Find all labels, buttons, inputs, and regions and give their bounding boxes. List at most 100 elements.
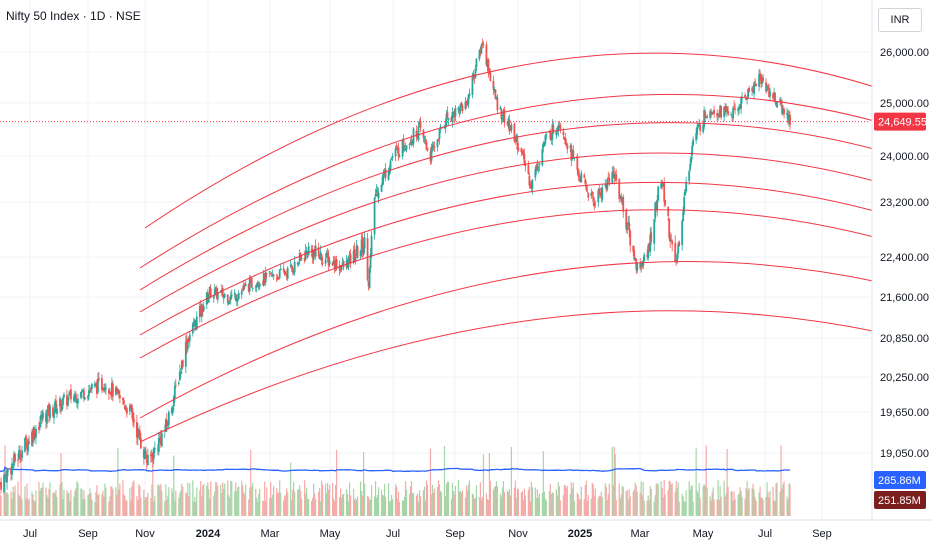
candle-body — [108, 391, 111, 394]
volume-bar — [496, 486, 499, 516]
volume-bar — [290, 462, 292, 516]
arc-line — [144, 52, 879, 229]
volume-bar — [304, 480, 306, 516]
volume-bar — [258, 493, 260, 516]
volume-bar — [299, 485, 301, 516]
candle-body — [242, 285, 245, 290]
volume-bar — [451, 482, 454, 516]
volume-bar — [754, 497, 756, 516]
volume-bar — [109, 496, 111, 516]
volume-bar — [335, 484, 337, 516]
candle-body — [276, 276, 279, 278]
volume-bar — [783, 481, 785, 516]
candle-body — [647, 245, 650, 258]
volume-bar — [538, 493, 540, 516]
volume-bar — [530, 482, 532, 516]
volume-bar — [59, 484, 61, 516]
candle-body — [620, 196, 623, 202]
volume-bar — [333, 497, 335, 516]
candle-body — [263, 274, 266, 284]
candle-body — [500, 108, 503, 119]
volume-bar — [628, 489, 630, 516]
volume-bar — [12, 487, 14, 516]
volume-bar — [182, 486, 184, 516]
candle-body — [466, 101, 469, 106]
volume-bar — [648, 500, 650, 516]
volume-bar — [224, 483, 226, 516]
candle-body — [516, 136, 519, 150]
volume-bar — [734, 499, 736, 516]
volume-bar — [424, 500, 427, 516]
candle-body — [153, 447, 156, 450]
volume-bar — [639, 492, 641, 516]
volume-bar — [552, 493, 554, 516]
candle-body — [198, 306, 201, 318]
candle-body — [695, 133, 698, 141]
volume-bar — [265, 501, 267, 516]
volume-bar — [34, 501, 36, 516]
candle-body — [648, 243, 651, 252]
volume-bar — [243, 491, 245, 516]
volume-bar — [688, 481, 690, 516]
candle-body — [430, 148, 433, 161]
candle-body — [458, 109, 461, 113]
candle-body — [634, 257, 637, 260]
price-tick-label: 22,400.00 — [880, 252, 929, 264]
candle-body — [233, 292, 236, 295]
currency-button[interactable]: INR — [878, 8, 922, 32]
candle-body — [633, 250, 636, 260]
volume-bar — [655, 484, 657, 516]
candle-body — [401, 140, 404, 157]
volume-bar — [443, 445, 446, 516]
volume-bar — [556, 495, 558, 516]
candle-body — [710, 111, 713, 113]
candle-body — [459, 104, 462, 112]
volume-bar — [301, 498, 303, 516]
volume-bar — [773, 500, 775, 516]
candle-body — [586, 190, 589, 192]
candle-body — [543, 142, 546, 147]
candle-body — [669, 236, 672, 242]
volume-bar — [618, 483, 620, 516]
candle-body — [194, 320, 197, 328]
candle-body — [759, 73, 761, 77]
volume-bar — [185, 492, 187, 516]
candle-body — [579, 178, 582, 183]
candle-body — [10, 468, 12, 475]
volume-bar — [403, 497, 406, 516]
volume-bar — [705, 445, 707, 516]
volume-bar — [353, 499, 356, 516]
volume-bar — [136, 496, 138, 516]
candle-body — [61, 406, 63, 411]
candle-body — [326, 252, 329, 258]
volume-bar — [61, 481, 63, 516]
volume-bar — [657, 484, 659, 516]
volume-bar — [45, 487, 47, 516]
candle-body — [744, 94, 746, 97]
candle-body — [601, 187, 604, 200]
candle-body — [244, 284, 247, 287]
candle-body — [557, 125, 560, 132]
time-tick-label: Mar — [261, 528, 280, 540]
candle-body — [559, 124, 562, 131]
volume-bar — [587, 494, 589, 516]
candle-body — [366, 238, 369, 280]
volume-bar — [501, 487, 504, 516]
volume-bar — [374, 481, 377, 516]
candle-body — [21, 450, 23, 458]
volume-bar — [209, 498, 211, 516]
volume-bar — [545, 500, 547, 516]
volume-bar — [433, 488, 436, 516]
candle-body — [102, 389, 104, 391]
candle-body — [636, 263, 639, 271]
volume-bar — [158, 484, 160, 516]
volume-bar — [223, 488, 225, 516]
candle-body — [83, 390, 85, 399]
candle-body — [517, 147, 520, 151]
volume-bar — [510, 447, 512, 516]
volume-bar — [70, 490, 72, 516]
volume-ma-label: 285.86M — [878, 475, 921, 487]
volume-bar — [0, 495, 2, 516]
candle-body — [389, 160, 392, 170]
